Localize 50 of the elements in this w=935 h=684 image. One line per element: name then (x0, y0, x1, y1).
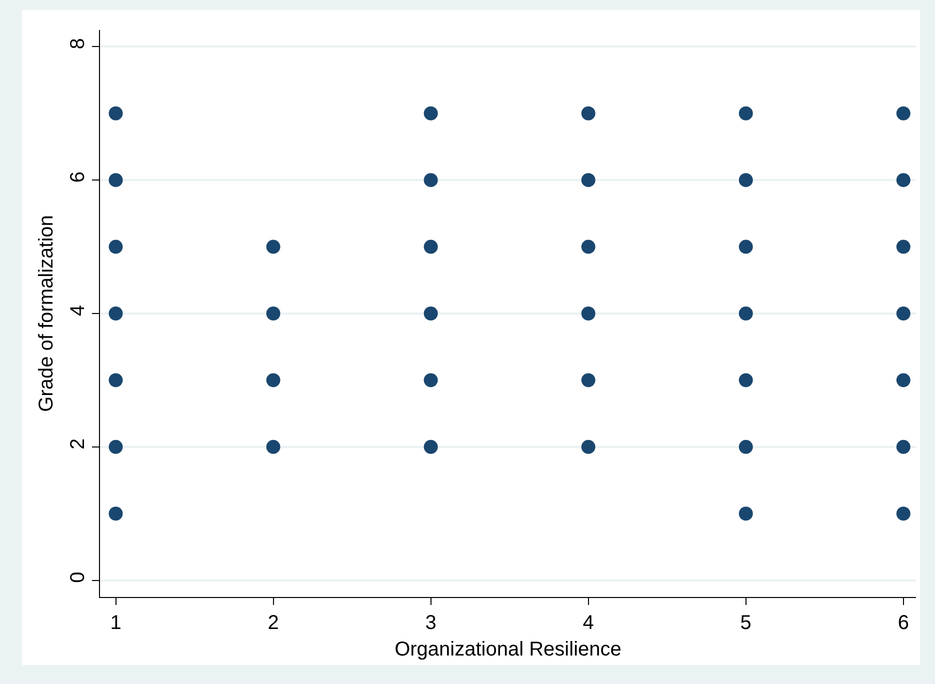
point (108, 106, 123, 120)
point (581, 240, 596, 254)
x-tick-label: 6 (898, 612, 909, 634)
point (738, 440, 753, 454)
point (424, 240, 438, 254)
point (896, 173, 910, 188)
point (108, 306, 123, 320)
point (896, 373, 910, 388)
point (738, 506, 753, 521)
y-axis-title: Grade of formalization (36, 215, 58, 412)
point (581, 373, 596, 388)
x-tick-label: 5 (740, 612, 752, 634)
point (424, 306, 438, 320)
point (108, 173, 123, 188)
point (581, 106, 596, 120)
y-tick-label: 0 (67, 572, 89, 583)
point (424, 373, 438, 388)
x-tick-label: 2 (268, 612, 279, 634)
point (896, 106, 910, 120)
point (896, 506, 910, 521)
x-tick-label: 4 (582, 612, 594, 634)
point (738, 106, 753, 120)
x-axis-title: Organizational Resilience (394, 638, 622, 660)
point (738, 306, 753, 320)
point (266, 306, 280, 320)
x-tick-label: 1 (110, 612, 122, 634)
x-tick-label: 3 (425, 612, 436, 634)
y-tick-label: 8 (67, 38, 89, 50)
point (108, 506, 123, 521)
point (896, 240, 910, 254)
y-tick-label: 4 (67, 304, 89, 316)
point (424, 173, 438, 188)
y-tick-label: 6 (67, 172, 89, 183)
point (738, 240, 753, 254)
y-tick-label: 2 (67, 438, 89, 450)
point (266, 373, 280, 388)
point (581, 440, 596, 454)
point (266, 240, 280, 254)
point (896, 440, 910, 454)
point (108, 240, 123, 254)
point (896, 306, 910, 320)
point (424, 106, 438, 120)
point (738, 373, 753, 388)
point (424, 440, 438, 454)
point (581, 306, 596, 320)
point (266, 440, 280, 454)
point (581, 173, 596, 188)
point (108, 373, 123, 388)
point (108, 440, 123, 454)
point (738, 173, 753, 188)
